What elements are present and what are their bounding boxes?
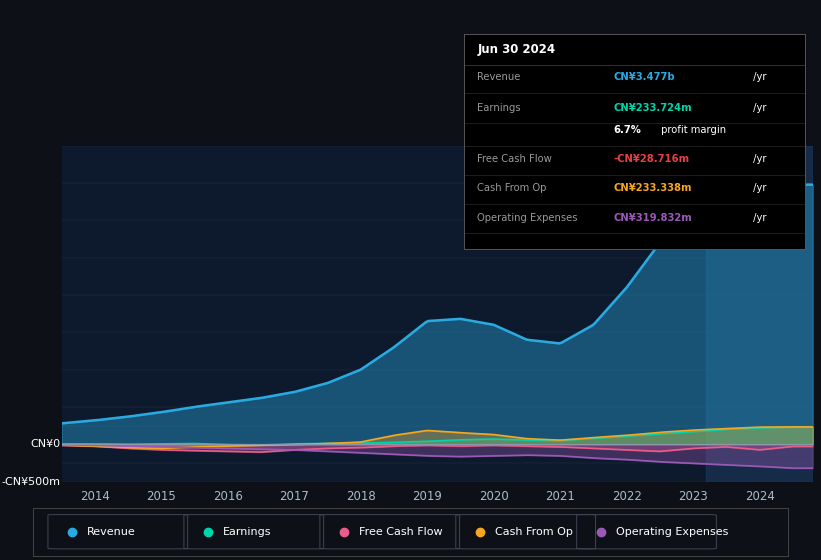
Text: Cash From Op: Cash From Op: [478, 184, 547, 193]
Text: Earnings: Earnings: [223, 527, 272, 536]
Text: Earnings: Earnings: [478, 102, 521, 113]
Text: CN¥0: CN¥0: [30, 439, 61, 449]
Text: CN¥233.724m: CN¥233.724m: [614, 102, 692, 113]
Text: -CN¥500m: -CN¥500m: [2, 477, 61, 487]
Text: Operating Expenses: Operating Expenses: [478, 213, 578, 222]
Text: Revenue: Revenue: [478, 72, 521, 82]
Text: CN¥3.477b: CN¥3.477b: [614, 72, 676, 82]
Text: /yr: /yr: [750, 102, 767, 113]
Text: /yr: /yr: [750, 213, 767, 222]
Text: profit margin: profit margin: [658, 125, 727, 135]
Text: Revenue: Revenue: [87, 527, 136, 536]
Text: -CN¥28.716m: -CN¥28.716m: [614, 155, 690, 164]
Text: CN¥233.338m: CN¥233.338m: [614, 184, 692, 193]
Text: Jun 30 2024: Jun 30 2024: [478, 43, 556, 57]
Text: Cash From Op: Cash From Op: [495, 527, 573, 536]
Text: CN¥319.832m: CN¥319.832m: [614, 213, 693, 222]
Bar: [706, 146, 813, 482]
Text: /yr: /yr: [750, 184, 767, 193]
Text: Operating Expenses: Operating Expenses: [616, 527, 728, 536]
Text: Free Cash Flow: Free Cash Flow: [478, 155, 553, 164]
Text: 6.7%: 6.7%: [614, 125, 642, 135]
Text: /yr: /yr: [750, 72, 767, 82]
Text: /yr: /yr: [750, 155, 767, 164]
Text: Free Cash Flow: Free Cash Flow: [359, 527, 443, 536]
